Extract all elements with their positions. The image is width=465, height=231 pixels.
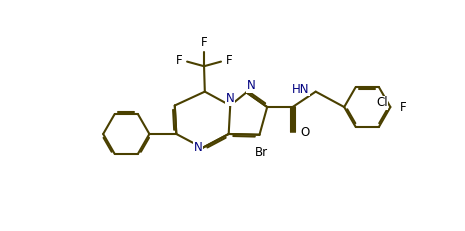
Text: O: O (300, 126, 310, 139)
Text: Cl: Cl (376, 96, 388, 109)
Text: N: N (226, 92, 235, 106)
Text: F: F (201, 36, 207, 49)
Text: N: N (246, 79, 255, 92)
Text: HN: HN (292, 83, 310, 96)
Text: Br: Br (254, 146, 267, 158)
Text: N: N (194, 141, 203, 154)
Text: F: F (226, 54, 232, 67)
Text: F: F (176, 54, 182, 67)
Text: F: F (399, 100, 406, 113)
